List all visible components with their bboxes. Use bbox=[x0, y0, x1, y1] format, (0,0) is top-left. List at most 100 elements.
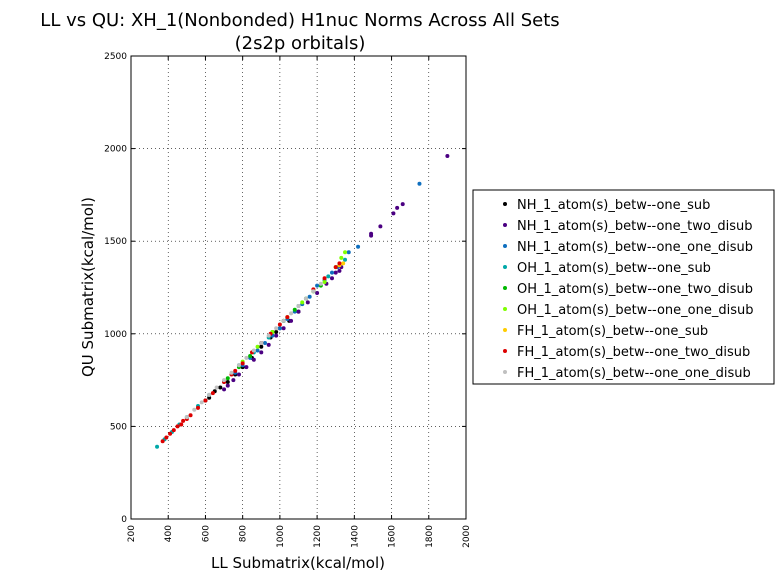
data-point bbox=[277, 322, 282, 327]
legend-marker bbox=[503, 370, 507, 374]
legend-entry: NH_1_atom(s)_betw--one_one_disub bbox=[517, 240, 753, 255]
data-point bbox=[240, 361, 245, 366]
legend-marker bbox=[503, 349, 507, 353]
y-tick-label: 500 bbox=[110, 422, 127, 432]
data-point bbox=[322, 279, 327, 284]
data-point bbox=[160, 439, 165, 444]
grid-lines bbox=[131, 56, 466, 519]
x-tick-label: 1600 bbox=[388, 525, 398, 548]
legend-entry: OH_1_atom(s)_betw--one_sub bbox=[517, 261, 711, 276]
data-point bbox=[343, 257, 348, 262]
data-point bbox=[322, 276, 327, 281]
y-tick-label: 1000 bbox=[104, 330, 127, 340]
x-tick-label: 1400 bbox=[350, 525, 360, 548]
data-point bbox=[225, 383, 230, 388]
data-point bbox=[255, 348, 260, 353]
data-point bbox=[300, 300, 305, 305]
legend-marker bbox=[503, 286, 507, 290]
legend-entry: FH_1_atom(s)_betw--one_one_disub bbox=[517, 366, 751, 381]
data-point bbox=[259, 350, 264, 355]
legend-entry: FH_1_atom(s)_betw--one_sub bbox=[517, 324, 708, 339]
data-point bbox=[203, 398, 208, 403]
data-point bbox=[318, 281, 323, 286]
data-point bbox=[233, 368, 238, 373]
data-point bbox=[155, 444, 160, 449]
data-point bbox=[259, 344, 264, 349]
data-point bbox=[244, 365, 249, 370]
data-point bbox=[229, 370, 234, 375]
y-tick-label: 1500 bbox=[104, 237, 127, 247]
legend-marker bbox=[503, 223, 507, 227]
data-point bbox=[333, 270, 338, 275]
plot-area-frame bbox=[130, 55, 467, 520]
y-tick-label: 2500 bbox=[104, 52, 127, 62]
y-tick-label: 2000 bbox=[104, 145, 127, 155]
legend-frame bbox=[472, 189, 775, 385]
data-point bbox=[281, 326, 286, 331]
data-point bbox=[251, 357, 256, 362]
data-point bbox=[266, 333, 271, 338]
data-point bbox=[400, 202, 405, 207]
x-tick-label: 1200 bbox=[313, 525, 323, 548]
legend-entry: NH_1_atom(s)_betw--one_two_disub bbox=[517, 219, 752, 234]
data-point bbox=[277, 326, 282, 331]
series-5 bbox=[240, 250, 348, 364]
data-point bbox=[339, 255, 344, 260]
data-point bbox=[281, 318, 286, 323]
chart-title-line2: (2s2p orbitals) bbox=[235, 33, 366, 54]
data-point bbox=[181, 418, 186, 423]
data-point bbox=[305, 300, 310, 305]
data-point bbox=[307, 294, 312, 299]
data-point bbox=[248, 354, 253, 359]
data-point bbox=[315, 291, 320, 296]
data-points bbox=[155, 154, 450, 449]
data-point bbox=[337, 261, 342, 266]
data-point bbox=[231, 378, 236, 383]
data-point bbox=[236, 372, 241, 377]
data-point bbox=[199, 400, 204, 405]
data-point bbox=[303, 296, 308, 301]
legend-entry: FH_1_atom(s)_betw--one_two_disub bbox=[517, 345, 750, 360]
data-point bbox=[274, 333, 279, 338]
data-point bbox=[285, 315, 290, 320]
data-point bbox=[188, 413, 193, 418]
data-point bbox=[168, 431, 173, 436]
data-point bbox=[289, 311, 294, 316]
legend-entry: NH_1_atom(s)_betw--one_sub bbox=[517, 198, 710, 213]
x-tick-label: 400 bbox=[164, 525, 174, 542]
data-point bbox=[164, 435, 169, 440]
data-point bbox=[171, 428, 176, 433]
data-point bbox=[417, 181, 422, 186]
legend: NH_1_atom(s)_betw--one_sub NH_1_atom(s)_b… bbox=[472, 189, 775, 385]
data-point bbox=[395, 205, 400, 210]
x-axis-label: LL Submatrix(kcal/mol) bbox=[211, 554, 385, 572]
data-point bbox=[179, 422, 184, 427]
data-point bbox=[259, 341, 264, 346]
data-point bbox=[225, 379, 230, 384]
data-point bbox=[378, 224, 383, 229]
legend-marker bbox=[503, 244, 507, 248]
data-point bbox=[289, 318, 294, 323]
x-tick-label: 2000 bbox=[462, 525, 472, 548]
legend-marker bbox=[503, 328, 507, 332]
data-point bbox=[341, 261, 346, 266]
data-point bbox=[218, 385, 223, 390]
data-point bbox=[326, 274, 331, 279]
legend-marker bbox=[503, 202, 507, 206]
data-point bbox=[214, 385, 219, 390]
data-point bbox=[244, 355, 249, 360]
data-point bbox=[225, 376, 230, 381]
data-point bbox=[263, 341, 267, 346]
chart-title-line1: LL vs QU: XH_1(Nonbonded) H1nuc Norms Ac… bbox=[40, 10, 559, 31]
data-point bbox=[356, 244, 361, 249]
data-point bbox=[333, 265, 338, 270]
data-point bbox=[210, 391, 215, 396]
legend-marker bbox=[503, 265, 507, 269]
data-point bbox=[222, 378, 227, 383]
x-tick-label: 800 bbox=[239, 525, 249, 542]
data-point bbox=[274, 326, 279, 331]
x-tick-label: 1000 bbox=[276, 525, 286, 548]
data-point bbox=[330, 276, 334, 281]
y-axis-label: QU Submatrix(kcal/mol) bbox=[79, 197, 97, 377]
